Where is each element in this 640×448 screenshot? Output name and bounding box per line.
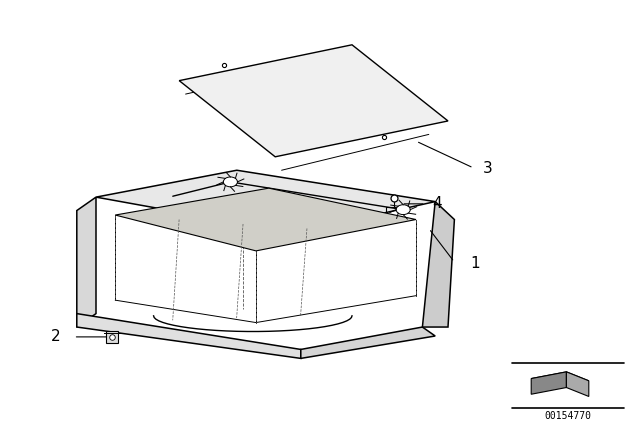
Polygon shape (179, 45, 448, 157)
Polygon shape (77, 197, 96, 327)
Polygon shape (301, 327, 435, 358)
Text: 3: 3 (483, 161, 493, 177)
Text: 1: 1 (470, 256, 480, 271)
Polygon shape (422, 202, 454, 327)
Circle shape (396, 205, 410, 215)
Polygon shape (96, 170, 435, 233)
Polygon shape (566, 372, 589, 396)
Polygon shape (115, 188, 416, 251)
Text: 00154770: 00154770 (545, 411, 591, 421)
Polygon shape (77, 314, 301, 358)
Polygon shape (531, 372, 589, 388)
Polygon shape (531, 372, 566, 394)
Text: 2: 2 (51, 329, 61, 345)
Circle shape (223, 177, 237, 187)
Text: 4: 4 (432, 196, 442, 211)
